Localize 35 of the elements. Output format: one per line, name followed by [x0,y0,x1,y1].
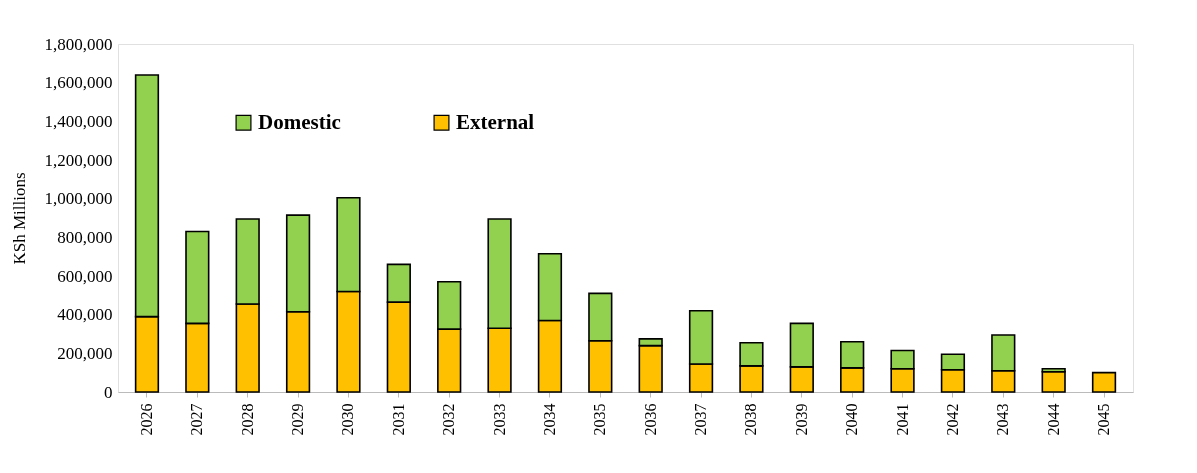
y-tick-label: 600,000 [57,266,113,286]
x-tick-label: 2036 [641,403,659,436]
x-tick-label: 2044 [1044,403,1062,436]
x-tick-label: 2045 [1095,403,1113,436]
x-tick-label: 2038 [742,403,760,436]
x-tick-label: 2042 [943,403,961,436]
y-tick-label: 400,000 [57,305,113,325]
x-tick-label: 2028 [238,403,256,436]
x-tick-label: 2039 [792,403,810,436]
x-tick-label: 2026 [137,403,155,436]
x-tick-label: 2037 [692,403,710,436]
x-tick-label: 2043 [994,403,1012,436]
x-tick-label: 2030 [339,403,357,436]
bar [1091,371,1117,393]
y-tick-label: 1,400,000 [44,111,113,131]
bar [1041,370,1066,393]
x-tick-label: 2027 [188,403,206,436]
y-tick-label: 1,000,000 [44,189,113,209]
y-tick-label: 1,600,000 [44,73,113,93]
x-tick-label: 2040 [843,403,861,436]
x-tick-label: 2029 [289,403,307,436]
y-tick-label: 1,200,000 [44,150,113,170]
x-tick-label: 2033 [490,403,508,436]
x-tick-label: 2032 [440,403,458,436]
y-tick-label: 800,000 [57,227,113,247]
legend-label: Domestic [258,109,341,134]
y-tick-label: 200,000 [57,343,113,363]
x-tick-label: 2035 [591,403,609,436]
y-tick-label: 0 [104,382,113,402]
x-tick-label: 2031 [389,403,407,436]
x-tick-label: 2034 [540,403,558,436]
legend-label: External [456,109,535,134]
x-tick-label: 2041 [893,403,911,436]
y-axis-title: KSh Millions [9,172,29,265]
y-tick-label: 1,800,000 [44,34,113,54]
